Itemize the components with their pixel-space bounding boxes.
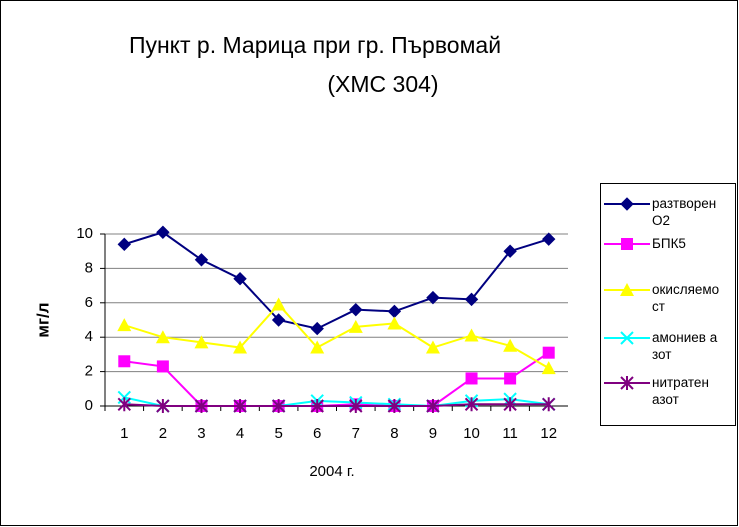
marker	[310, 399, 324, 413]
marker	[156, 225, 170, 239]
x-tick-label: 3	[197, 425, 205, 442]
marker	[117, 397, 131, 412]
legend-label-box: БПК5	[652, 236, 686, 251]
marker	[310, 321, 324, 336]
x-tick-label: 12	[540, 425, 557, 442]
legend-label: амониев азот	[652, 330, 718, 362]
x-tick-label: 1	[120, 425, 128, 442]
marker	[348, 319, 363, 333]
marker	[425, 340, 440, 354]
chart-title: (ХМС 304)	[327, 71, 438, 97]
marker	[542, 346, 555, 359]
marker	[621, 238, 633, 250]
marker	[387, 399, 402, 413]
x-tick-label: 10	[463, 425, 480, 442]
marker	[503, 397, 517, 412]
marker	[118, 355, 131, 368]
marker	[310, 340, 325, 354]
marker	[194, 253, 209, 267]
y-tick-label: 8	[85, 259, 93, 276]
x-tick-label: 11	[502, 425, 518, 442]
legend-label: окисляемост	[652, 282, 720, 314]
x-axis-label: 2004 г.	[309, 463, 354, 480]
marker	[349, 302, 363, 317]
marker	[349, 399, 363, 413]
legend-label: БПК5	[652, 236, 686, 251]
y-tick-label: 0	[85, 397, 93, 414]
marker	[271, 399, 286, 413]
marker	[464, 397, 479, 412]
x-tick-label: 5	[274, 425, 282, 442]
marker	[426, 290, 440, 305]
marker	[233, 272, 247, 286]
legend-label-box: окисляемост	[652, 282, 720, 314]
marker	[465, 372, 478, 385]
legend-label-box: амониев азот	[652, 330, 718, 362]
marker	[620, 197, 634, 211]
marker	[542, 232, 556, 246]
legend-label: разтворен О2	[652, 196, 717, 228]
y-axis-label: мг/л	[33, 302, 52, 337]
legend-label-box: разтворен О2	[652, 196, 717, 228]
x-tick-label: 8	[390, 425, 398, 442]
marker	[387, 316, 402, 330]
marker	[464, 292, 479, 307]
marker	[155, 330, 170, 344]
legend-label: нитратен азот	[652, 375, 709, 407]
marker	[156, 360, 169, 373]
series-line	[123, 231, 550, 330]
marker	[541, 361, 556, 375]
chart-title: Пункт р. Марица при гр. Първомай	[129, 32, 501, 58]
marker	[620, 331, 634, 345]
y-tick-label: 10	[76, 225, 93, 242]
marker	[271, 313, 286, 327]
x-tick-label: 2	[159, 425, 167, 442]
marker	[117, 318, 132, 332]
legend	[600, 183, 736, 426]
y-tick-label: 4	[85, 328, 93, 345]
marker	[504, 372, 517, 385]
y-tick-label: 2	[85, 363, 93, 380]
marker	[233, 399, 247, 413]
marker	[194, 399, 209, 413]
marker	[156, 399, 170, 413]
x-tick-label: 7	[352, 425, 360, 442]
marker	[233, 340, 248, 354]
x-tick-label: 4	[236, 425, 244, 442]
y-tick-label: 6	[85, 294, 93, 311]
marker	[620, 376, 634, 390]
marker	[503, 338, 518, 352]
marker	[194, 335, 209, 349]
marker	[426, 399, 440, 413]
marker	[271, 297, 286, 311]
marker	[503, 244, 517, 258]
marker	[620, 283, 634, 296]
legend-label-box: нитратен азот	[652, 375, 709, 407]
marker	[542, 397, 556, 412]
x-tick-label: 9	[429, 425, 437, 442]
marker	[464, 328, 479, 342]
x-tick-label: 6	[313, 425, 321, 442]
series-line	[123, 303, 550, 370]
series-line	[124, 403, 549, 407]
marker	[117, 237, 131, 252]
